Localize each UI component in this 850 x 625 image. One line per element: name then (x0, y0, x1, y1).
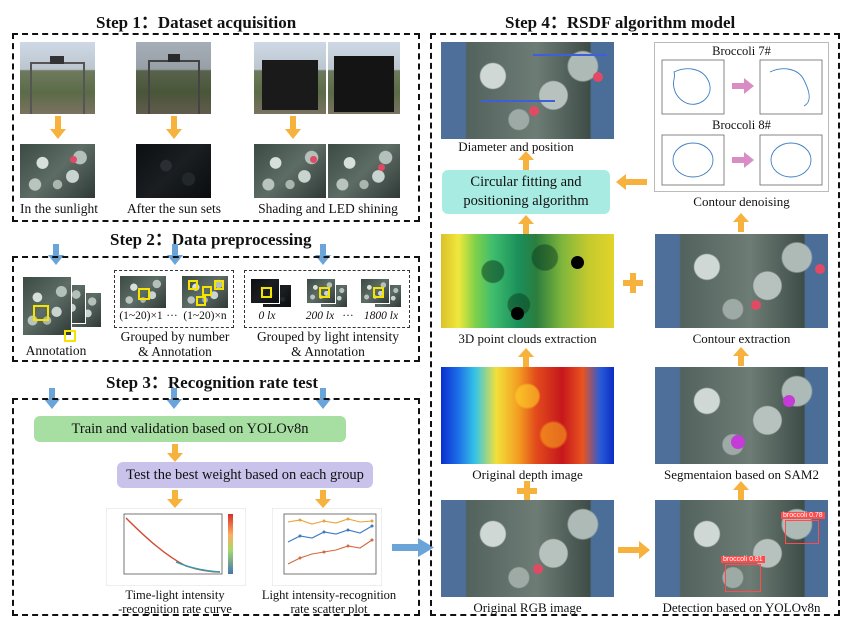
step3-mid-arrow (167, 444, 183, 462)
denoise-to-fitting-arrow (616, 174, 647, 190)
group-number-photo-2 (182, 276, 228, 308)
group-light-photo-200 (306, 278, 336, 304)
detection-to-segmentation-arrow (733, 481, 749, 500)
pointcloud-up-arrow (518, 215, 534, 234)
contour-extraction-caption: Contour extraction (692, 331, 791, 346)
step3-frame (12, 398, 420, 616)
plant-sunlight-photo (20, 144, 95, 198)
contour-extraction-image (655, 234, 828, 328)
circular-fitting-box: Circular fitting and positioning algorit… (442, 170, 610, 214)
time-light-recognition-plot (106, 508, 246, 586)
test-weight-box: Test the best weight based on each group (117, 462, 373, 488)
rgb-to-depth-plus (517, 481, 537, 501)
caption-sunset: After the sun sets (126, 201, 222, 216)
diameter-position-image (441, 42, 614, 139)
rig-shaded-photo-1 (254, 42, 326, 114)
group-light-label2: 200 lx (305, 310, 335, 322)
group-number-caption-1: Grouped by number (120, 329, 230, 344)
point-clouds-caption: 3D point clouds extraction (458, 331, 597, 346)
step3-title: Step 3：Recognition rate test (106, 373, 318, 392)
plant-sunset-photo (136, 144, 211, 198)
group-number-caption-2: & Annotation (138, 344, 212, 359)
plant-shaded-photo-1 (254, 144, 326, 198)
group-light-label3: 1800 lx (363, 310, 399, 322)
step1-arrows (50, 116, 301, 139)
segmentation-image (655, 367, 828, 464)
plot1-caption-1: Time-light intensity (125, 588, 225, 602)
group-number-label2: (1~20)×n (183, 310, 227, 322)
extraction-to-denoise-arrow (733, 213, 749, 232)
depth-image (441, 367, 614, 464)
plant-led-photo (328, 144, 400, 198)
step4-frame (430, 33, 840, 616)
depth-to-pointcloud-arrow (518, 348, 534, 367)
rig-sunset-photo (136, 42, 211, 114)
annotation-label: Annotation (25, 343, 87, 358)
step3-bottom-arrows (167, 490, 331, 508)
rig-sunlight-photo (20, 42, 95, 114)
center-plus (623, 273, 643, 293)
step1-title: Step 1：Dataset acquisition (96, 13, 297, 32)
step1-frame (12, 33, 420, 222)
circular-fitting-line2: positioning algorithm (463, 193, 589, 209)
step4-title: Step 4：RSDF algorithm model (505, 13, 736, 32)
original-rgb-caption: Original RGB image (473, 600, 582, 615)
detection-caption: Detection based on YOLOv8n (662, 600, 821, 615)
caption-sunlight: In the sunlight (20, 201, 98, 216)
train-validation-box: Train and validation based on YOLOv8n (34, 416, 346, 442)
annotation-photo-front (22, 276, 72, 336)
segmentation-caption: Segmentaion based on SAM2 (664, 467, 819, 482)
group-light-ellipsis: ··· (342, 310, 354, 322)
group-light-photo-1800 (360, 278, 390, 304)
step2-frame (12, 256, 420, 362)
group-light-label1: 0 lx (258, 310, 276, 322)
contour-denoising-caption: Contour denoising (693, 194, 790, 209)
group-number-label1: (1~20)×1 (119, 310, 163, 322)
depth-caption: Original depth image (472, 467, 583, 482)
group-number-ellipsis: ··· (166, 310, 178, 322)
caption-shading-led: Shading and LED shining (258, 201, 398, 216)
group-light-photo-0-front (250, 278, 280, 304)
broccoli-8-contours (661, 134, 823, 186)
step2-title: Step 2：Data preprocessing (110, 230, 312, 249)
detection-label-2: broccoli 0.81 (721, 556, 765, 563)
circular-fitting-line1: Circular fitting and (470, 174, 582, 190)
broccoli-8-label: Broccoli 8# (712, 118, 771, 132)
broccoli-7-label: Broccoli 7# (712, 44, 771, 58)
plot2-caption-2: rate scatter plot (290, 602, 368, 616)
step3-to-step4-arrow (392, 538, 434, 557)
step3-top-arrows (44, 388, 331, 409)
point-clouds-image (441, 234, 614, 328)
plot1-caption-2: -recognition rate curve (118, 602, 232, 616)
broccoli-7-contours (661, 59, 823, 115)
detection-image: broccoli 0.78 broccoli 0.81 (655, 500, 828, 597)
segmentation-to-extraction-arrow (733, 347, 749, 366)
group-light-caption-1: Grouped by light intensity (256, 329, 400, 344)
group-light-caption-2: & Annotation (291, 344, 365, 359)
fitting-up-arrow (518, 151, 534, 170)
group-number-frame (114, 270, 234, 328)
rig-shaded-photo-2 (328, 42, 400, 114)
group-light-frame (244, 270, 410, 328)
plot2-caption-1: Light intensity-recognition (261, 588, 397, 602)
light-recognition-scatter-plot (272, 508, 382, 586)
original-rgb-image (441, 500, 614, 597)
diameter-position-caption: Diameter and position (458, 139, 574, 154)
annotation-box-small (64, 330, 76, 342)
rgb-to-detection-arrow (618, 541, 650, 559)
group-number-photo-1 (120, 276, 166, 308)
detection-label-1: broccoli 0.78 (781, 512, 825, 519)
